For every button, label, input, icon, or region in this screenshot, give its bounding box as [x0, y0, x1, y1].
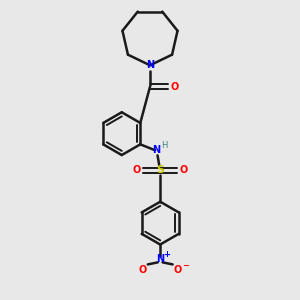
Text: −: − [182, 261, 189, 270]
Text: O: O [180, 165, 188, 175]
Text: O: O [171, 82, 179, 92]
Text: S: S [156, 165, 164, 175]
Text: N: N [156, 254, 164, 264]
Text: +: + [163, 250, 170, 259]
Text: O: O [138, 265, 146, 275]
Text: N: N [146, 60, 154, 70]
Text: O: O [174, 265, 182, 275]
Text: H: H [161, 141, 168, 150]
Text: O: O [132, 165, 141, 175]
Text: N: N [153, 145, 161, 155]
